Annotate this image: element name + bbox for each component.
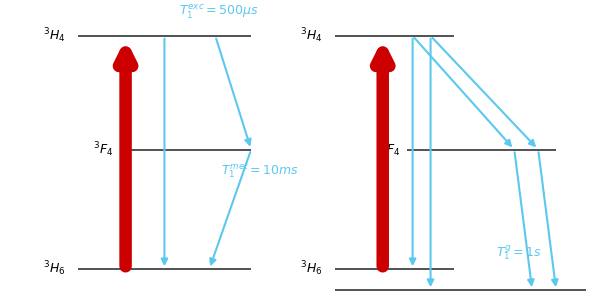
Text: $^3F_4$: $^3F_4$ (380, 140, 401, 159)
Text: $T_1^{g}=1s$: $T_1^{g}=1s$ (496, 244, 542, 263)
Text: $^3H_4$: $^3H_4$ (301, 27, 323, 45)
Text: $^3H_6$: $^3H_6$ (300, 260, 323, 278)
Text: $^3H_4$: $^3H_4$ (44, 27, 66, 45)
Text: $T_1^{exc}=500\mu s$: $T_1^{exc}=500\mu s$ (179, 3, 259, 21)
Text: $^3H_6$: $^3H_6$ (43, 260, 66, 278)
Text: $^3F_4$: $^3F_4$ (93, 140, 114, 159)
Text: $T_1^{met}=10ms$: $T_1^{met}=10ms$ (221, 161, 299, 181)
